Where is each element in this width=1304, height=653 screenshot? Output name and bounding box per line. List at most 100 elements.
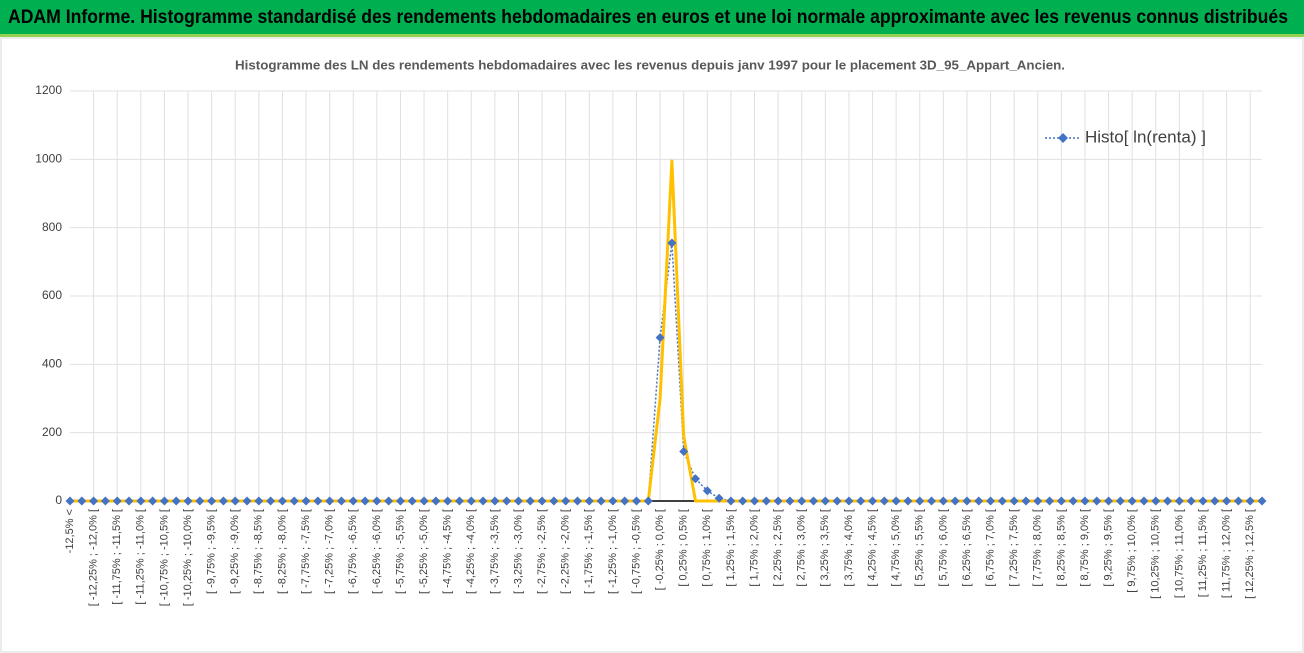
y-tick-label: 0 xyxy=(55,493,62,507)
marker xyxy=(915,496,925,506)
marker xyxy=(750,496,760,506)
marker xyxy=(643,496,653,506)
marker xyxy=(171,496,181,506)
x-tick-label: [ -5,25% ; -5,0% [ xyxy=(418,509,430,594)
marker xyxy=(761,496,771,506)
x-tick-label: [ -5,75% ; -5,5% [ xyxy=(394,509,406,594)
y-tick-label: 600 xyxy=(42,288,62,302)
marker xyxy=(561,496,571,506)
x-tick-label: [ -11,75% ; -11,5% [ xyxy=(111,509,123,605)
marker xyxy=(986,496,996,506)
marker xyxy=(100,496,110,506)
marker xyxy=(443,496,453,506)
x-tick-label: [ -9,25% ; -9,0% [ xyxy=(229,509,241,594)
x-tick-label: [ 0,25% ; 0,5% [ xyxy=(678,509,690,587)
marker xyxy=(620,496,630,506)
x-tick-label: [ 1,25% ; 1,5% [ xyxy=(725,509,737,587)
x-tick-label: [ 11,75% ; 12,0% [ xyxy=(1221,509,1233,598)
marker xyxy=(218,496,228,506)
marker xyxy=(1056,496,1066,506)
marker xyxy=(183,496,193,506)
x-tick-label: [ -2,75% ; -2,5% [ xyxy=(536,509,548,594)
marker xyxy=(702,486,712,496)
marker xyxy=(868,496,878,506)
marker xyxy=(313,496,323,506)
marker xyxy=(1009,496,1019,506)
x-tick-label: [ 7,75% ; 8,0% [ xyxy=(1032,509,1044,587)
legend-label: Histo[ ln(renta) ] xyxy=(1085,127,1206,146)
header-border xyxy=(0,34,1304,37)
header-title: ADAM Informe. Histogramme standardisé de… xyxy=(8,7,1288,28)
x-tick-label: [ 3,25% ; 3,5% [ xyxy=(819,509,831,587)
x-tick-label: [ -6,75% ; -6,5% [ xyxy=(347,509,359,594)
x-tick-label: [ 10,75% ; 11,0% [ xyxy=(1173,509,1185,598)
x-tick-label: [ -1,25% ; -1,0% [ xyxy=(607,509,619,594)
x-tick-label: [ 8,75% ; 9,0% [ xyxy=(1079,509,1091,587)
marker xyxy=(65,496,75,506)
y-tick-label: 1000 xyxy=(35,152,62,166)
marker xyxy=(360,496,370,506)
x-tick-label: [ 9,25% ; 9,5% [ xyxy=(1102,509,1114,587)
marker xyxy=(1127,496,1137,506)
x-tick-label: [ -2,25% ; -2,0% [ xyxy=(560,509,572,594)
x-tick-label: [ 2,75% ; 3,0% [ xyxy=(796,509,808,587)
marker xyxy=(773,496,783,506)
x-tick-label: [ 4,25% ; 4,5% [ xyxy=(866,509,878,587)
marker xyxy=(938,496,948,506)
marker xyxy=(254,496,264,506)
marker xyxy=(1139,496,1149,506)
marker xyxy=(1045,496,1055,506)
marker xyxy=(1257,496,1267,506)
marker xyxy=(844,496,854,506)
x-tick-label: [ -4,75% ; -4,5% [ xyxy=(442,509,454,594)
marker xyxy=(136,496,146,506)
x-tick-label: [ 12,25% ; 12,5% [ xyxy=(1244,509,1256,599)
header-bar xyxy=(0,0,1304,36)
marker xyxy=(726,496,736,506)
x-tick-label: [ 3,75% ; 4,0% [ xyxy=(843,509,855,587)
marker xyxy=(1151,496,1161,506)
marker xyxy=(230,496,240,506)
marker xyxy=(537,496,547,506)
marker xyxy=(903,496,913,506)
marker xyxy=(691,474,701,484)
x-tick-label: [ -8,75% ; -8,5% [ xyxy=(253,509,265,594)
marker xyxy=(1115,496,1125,506)
marker xyxy=(679,446,689,456)
marker xyxy=(1033,496,1043,506)
x-tick-label: [ -0,25% ; 0,0% [ xyxy=(654,509,666,590)
x-tick-label: [ 1,75% ; 2,0% [ xyxy=(748,509,760,587)
marker xyxy=(1174,496,1184,506)
x-tick-label: [ 6,25% ; 6,5% [ xyxy=(961,509,973,587)
marker xyxy=(407,496,417,506)
x-tick-label: [ -10,25% ; -10,0% [ xyxy=(182,509,194,606)
x-tick-label: [ -1,75% ; -1,5% [ xyxy=(583,509,595,594)
marker xyxy=(655,333,665,343)
marker xyxy=(1233,496,1243,506)
marker xyxy=(431,496,441,506)
marker xyxy=(242,496,252,506)
x-tick-label: [ -12,25% ; -12,0% [ xyxy=(88,509,100,606)
x-tick-label: [ -9,75% ; -9,5% [ xyxy=(206,509,218,594)
x-tick-label: [ 0,75% ; 1,0% [ xyxy=(701,509,713,587)
marker xyxy=(289,496,299,506)
x-tick-label: [ -8,25% ; -8,0% [ xyxy=(276,509,288,594)
x-tick-label: [ 10,25% ; 10,5% [ xyxy=(1150,509,1162,599)
marker xyxy=(950,496,960,506)
marker xyxy=(820,496,830,506)
marker xyxy=(513,496,523,506)
marker xyxy=(608,496,618,506)
marker xyxy=(372,496,382,506)
marker xyxy=(325,496,335,506)
marker xyxy=(490,496,500,506)
marker xyxy=(549,496,559,506)
marker xyxy=(1245,496,1255,506)
marker xyxy=(77,496,87,506)
chart-title: Histogramme des LN des rendements hebdom… xyxy=(235,57,1065,72)
marker xyxy=(974,496,984,506)
marker xyxy=(419,496,429,506)
x-tick-label: [ 2,25% ; 2,5% [ xyxy=(772,509,784,587)
x-tick-label: [ -11,25% ; -11,0% [ xyxy=(135,509,147,605)
x-tick-label: -12,5% < xyxy=(64,509,76,553)
